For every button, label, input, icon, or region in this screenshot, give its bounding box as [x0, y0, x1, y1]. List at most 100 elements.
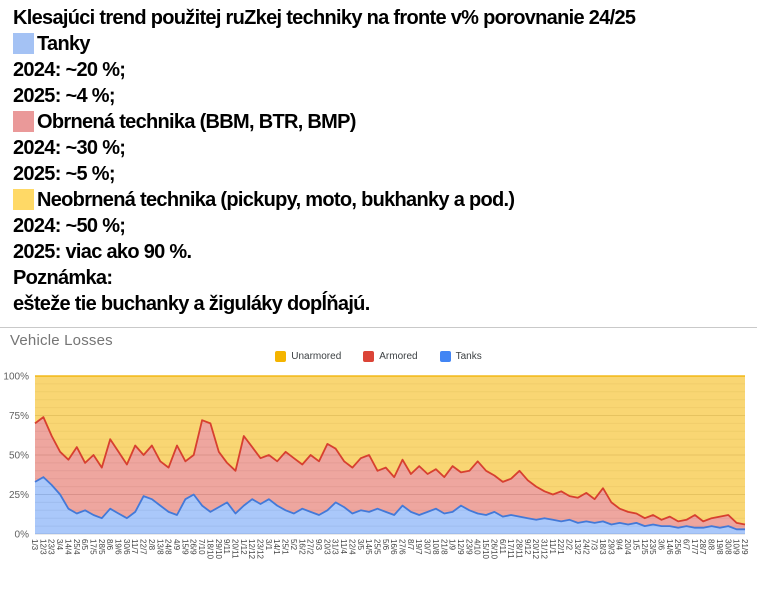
- x-axis-label: 6/5: [80, 539, 89, 551]
- x-axis-label: 26/10: [489, 539, 498, 560]
- category-label-armored: Obrnená technika (BBM, BTR, BMP): [37, 111, 356, 133]
- x-axis-label: 3/4: [55, 539, 64, 551]
- x-axis-label: 14/4: [63, 539, 72, 555]
- x-axis-label: 23/9: [464, 539, 473, 555]
- x-axis-label: 20/4: [623, 539, 632, 555]
- unarmored-color-swatch: [13, 189, 34, 210]
- legend-swatch-tanks: [439, 351, 451, 362]
- x-axis-label: 4/9: [172, 539, 181, 551]
- post-text-block: Klesajúci trend použitej ruZkej techniky…: [13, 7, 747, 315]
- x-axis-label: 8/8: [707, 539, 716, 551]
- y-axis-label: 25%: [9, 490, 29, 501]
- x-axis-label: 3/5: [356, 539, 365, 551]
- x-axis-label: 13/2: [573, 539, 582, 555]
- legend-item-unarmored: Unarmored: [275, 351, 341, 362]
- x-axis-label: 20/3: [322, 539, 331, 555]
- x-axis-label: 23/12: [256, 539, 265, 560]
- x-axis-label: 23/5: [648, 539, 657, 555]
- x-axis-label: 12/3: [38, 539, 47, 555]
- x-axis-label: 1/3: [30, 539, 39, 551]
- tanks-color-swatch: [13, 33, 34, 54]
- post-title: Klesajúci trend použitej ruZkej techniky…: [13, 7, 636, 29]
- x-axis-label: 29/3: [606, 539, 615, 555]
- x-axis-label: 12/12: [247, 539, 256, 560]
- x-axis-label: 19/8: [715, 539, 724, 555]
- y-axis-label: 50%: [9, 451, 29, 462]
- x-axis-label: 5/6: [381, 539, 390, 551]
- x-axis-label: 12/9: [456, 539, 465, 555]
- x-axis-label: 16/6: [389, 539, 398, 555]
- legend-swatch-unarmored: [275, 351, 287, 362]
- x-axis-label: 16/2: [297, 539, 306, 555]
- area-tanks: [35, 477, 745, 534]
- x-axis-label: 10/8: [431, 539, 440, 555]
- x-axis-label: 24/2: [581, 539, 590, 555]
- x-axis-label: 14/1: [272, 539, 281, 555]
- x-axis-label: 27/2: [306, 539, 315, 555]
- x-axis-label: 25/4: [72, 539, 81, 555]
- unarmored-2024-value: 2024: ~50 %;: [13, 215, 126, 237]
- x-axis-label: 29/10: [214, 539, 223, 560]
- x-axis-label: 19/6: [114, 539, 123, 555]
- x-axis-label: 8/7: [406, 539, 415, 551]
- x-axis-label: 22/1: [556, 539, 565, 555]
- y-axis-label: 75%: [9, 411, 29, 422]
- x-axis-label: 22/4: [347, 539, 356, 555]
- armored-color-swatch: [13, 111, 34, 132]
- tanks-2025-value: 2025: ~4 %;: [13, 85, 116, 107]
- x-axis-label: 9/4: [615, 539, 624, 551]
- x-axis-label: 14/5: [364, 539, 373, 555]
- x-axis-label: 28/5: [97, 539, 106, 555]
- chart-title: Vehicle Losses: [10, 332, 113, 349]
- note-text: ešteže tie buchanky a žiguláky dopĺňajú.: [13, 293, 370, 315]
- x-axis-label: 3/6: [656, 539, 665, 551]
- x-axis-label: 31/3: [331, 539, 340, 555]
- legend-item-tanks: Tanks: [439, 351, 482, 362]
- x-axis-label: 25/5: [372, 539, 381, 555]
- line-tanks: [34, 476, 745, 531]
- x-axis-label: 14/6: [665, 539, 674, 555]
- x-axis-label: 7/10: [197, 539, 206, 555]
- x-axis-label: 4/10: [473, 539, 482, 555]
- x-axis-label: 30/6: [122, 539, 131, 555]
- category-line-armored: Obrnená technika (BBM, BTR, BMP): [13, 109, 747, 135]
- line-armored: [34, 416, 746, 526]
- vehicle-losses-chart: 0% 25% 50% 75% 100% 1/3 12/3 23/3 3/4 14/4 25/4 6/5…: [3, 372, 749, 560]
- x-axis-label: 1/5: [631, 539, 640, 551]
- x-axis-label: 18/10: [205, 539, 214, 560]
- armored-2025-value: 2025: ~5 %;: [13, 163, 116, 185]
- legend-label-unarmored: Unarmored: [291, 351, 342, 362]
- x-axis-label: 19/7: [414, 539, 423, 555]
- x-axis-label: 9/3: [314, 539, 323, 551]
- x-axis-label: 31/12: [540, 539, 549, 560]
- x-axis-label: 11/7: [130, 539, 139, 555]
- x-axis-label: 9/11: [222, 539, 231, 555]
- x-axis-label: 11/1: [548, 539, 557, 555]
- x-axis-label: 15/10: [481, 539, 490, 560]
- x-axis-label: 24/8: [164, 539, 173, 555]
- x-axis-label: 21/8: [439, 539, 448, 555]
- x-axis-label: 20/12: [531, 539, 540, 560]
- x-axis-label: 21/9: [740, 539, 749, 555]
- y-axis-label: 100%: [3, 372, 29, 383]
- x-axis-label: 15/9: [180, 539, 189, 555]
- armored-2024-value: 2024: ~30 %;: [13, 137, 126, 159]
- legend-swatch-armored: [363, 351, 375, 362]
- x-axis-label: 23/3: [47, 539, 56, 555]
- x-axis-label: 6/11: [498, 539, 507, 555]
- x-axis-label: 30/8: [723, 539, 732, 555]
- chart-legend: Unarmored Armored Tanks: [0, 351, 757, 362]
- legend-label-tanks: Tanks: [455, 351, 482, 362]
- vehicle-losses-panel: Vehicle Losses Unarmored Armored Tanks 0…: [0, 327, 757, 589]
- area-unarmored: [35, 376, 745, 525]
- category-line-unarmored: Neobrnená technika (pickupy, moto, bukha…: [13, 187, 747, 213]
- x-axis-label: 9/12: [523, 539, 532, 555]
- x-axis-label: 20/11: [230, 539, 239, 559]
- x-axis-label: 6/7: [682, 539, 691, 551]
- y-axis-label: 0%: [15, 530, 30, 541]
- x-axis-label: 18/3: [598, 539, 607, 555]
- legend-item-armored: Armored: [363, 351, 418, 362]
- x-axis-label: 11/4: [339, 539, 348, 555]
- x-axis-label: 10/9: [732, 539, 741, 555]
- category-line-tanks: Tanky: [13, 31, 747, 57]
